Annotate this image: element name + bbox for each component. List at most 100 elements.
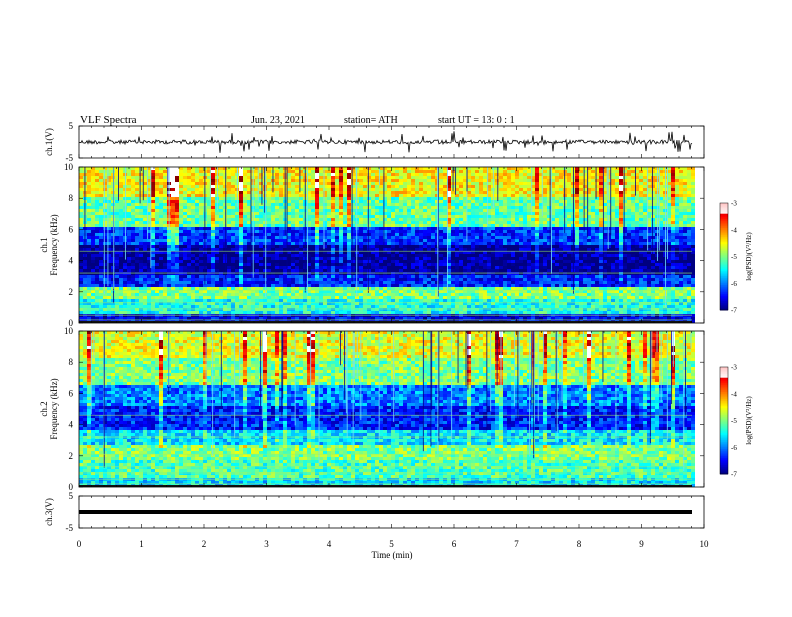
- ch1-spectrogram-cell: [247, 308, 251, 311]
- ch1-spectrogram-cell: [175, 236, 179, 239]
- ch1-spectrogram-cell: [323, 257, 327, 260]
- ch1-spectrogram-cell: [207, 293, 211, 296]
- ch1-spectrogram-cell: [371, 176, 375, 179]
- ch1-spectrogram-cell: [187, 221, 191, 224]
- ch1-spectrogram-cell: [171, 236, 175, 239]
- ch1-spectrogram-cell: [439, 281, 443, 284]
- ch1-spectrogram-cell: [419, 272, 423, 275]
- ch1-spectrogram-cell: [103, 176, 107, 179]
- ch1-spectrogram-cell: [295, 173, 299, 176]
- ch1-spectrogram-cell: [423, 182, 427, 185]
- ch1-spectrogram-cell: [111, 230, 115, 233]
- ch1-spectrogram-cell: [175, 257, 179, 260]
- ch1-spectrogram-cell: [311, 254, 315, 257]
- ch1-spectrogram-cell: [199, 197, 203, 200]
- ch1-spectrogram-cell: [259, 245, 263, 248]
- ch1-spectrogram-cell: [299, 224, 303, 227]
- ch1-spectrogram-cell: [239, 188, 243, 191]
- ch1-spectrogram-cell: [227, 245, 231, 248]
- ch1-spectrogram-cell: [267, 230, 271, 233]
- ch1-spectrogram-cell: [135, 266, 139, 269]
- ch1-spectrogram-cell: [339, 248, 343, 251]
- ch1-spectrogram-cell: [99, 221, 103, 224]
- ch1-spectrogram-cell: [431, 248, 435, 251]
- ch1-spectrogram-cell: [407, 215, 411, 218]
- ch1-spectrogram-cell: [427, 263, 431, 266]
- ch1-spectrogram-cell: [99, 260, 103, 263]
- ch1-spectrogram-cell: [427, 311, 431, 314]
- ch1-spectrogram-cell: [351, 305, 355, 308]
- ch1-spectrogram-cell: [291, 215, 295, 218]
- ch1-spectrogram-cell: [363, 215, 367, 218]
- ch1-spectrogram-cell: [111, 239, 115, 242]
- ch1-spectrogram-cell: [211, 284, 215, 287]
- ch1-spectrogram-cell: [247, 167, 251, 170]
- ch1-spectrogram-cell: [239, 239, 243, 242]
- ch1-spectrogram-cell: [343, 305, 347, 308]
- ch1-spectrogram-cell: [375, 269, 379, 272]
- ch1-spectrogram-cell: [339, 218, 343, 221]
- ch1-spectrogram-cell: [219, 173, 223, 176]
- ch1-spectrogram-cell: [423, 269, 427, 272]
- ch1-spectrogram-cell: [239, 305, 243, 308]
- ch1-spectrogram-cell: [431, 224, 435, 227]
- ch1-spectrogram-cell: [131, 191, 135, 194]
- ch1-spectrogram-cell: [311, 203, 315, 206]
- ch1-spectrogram-cell: [111, 203, 115, 206]
- ch1-spectrogram-cell: [367, 227, 371, 230]
- ch1-spectrogram-cell: [139, 203, 143, 206]
- ch1-spectrogram-cell: [91, 212, 95, 215]
- ch1-spectrogram-cell: [131, 260, 135, 263]
- ch1-spectrogram-cell: [195, 254, 199, 257]
- ch1-spectrogram-cell: [159, 194, 163, 197]
- ch1-spectrogram-cell: [183, 227, 187, 230]
- ch1-spectrogram-cell: [87, 230, 91, 233]
- ch1-spectrogram-cell: [331, 242, 335, 245]
- ch1-spectrogram-cell: [127, 263, 131, 266]
- ch1-spectrogram-cell: [451, 275, 455, 278]
- ch1-spectrogram-cell: [223, 185, 227, 188]
- ch1-spectrogram-cell: [247, 215, 251, 218]
- ch1-spectrogram-cell: [431, 218, 435, 221]
- ch1-spectrogram-cell: [227, 239, 231, 242]
- ch1-spectrogram-cell: [163, 248, 167, 251]
- ch1-spectrogram-cell: [207, 233, 211, 236]
- ch1-spectrogram-cell: [283, 284, 287, 287]
- ch1-spectrogram-cell: [391, 269, 395, 272]
- ch1-spectrogram-cell: [215, 236, 219, 239]
- ch1-spectrogram-cell: [407, 266, 411, 269]
- ch1-spectrogram-cell: [371, 200, 375, 203]
- ch1-spectrogram-cell: [371, 281, 375, 284]
- ch1-spectrogram-cell: [427, 233, 431, 236]
- ch1-spectrogram-cell: [291, 257, 295, 260]
- ch1-spectrogram-cell: [199, 266, 203, 269]
- ch1-spectrogram-cell: [371, 239, 375, 242]
- ch1-spectrogram-cell: [395, 269, 399, 272]
- ch1-spectrogram-cell: [179, 281, 183, 284]
- ch1-spectrogram-cell: [423, 272, 427, 275]
- ch1-spectrogram-cell: [411, 185, 415, 188]
- ch1-spectrogram-cell: [115, 239, 119, 242]
- ch1-spectrogram-cell: [179, 182, 183, 185]
- ch1-spectrogram-cell: [135, 245, 139, 248]
- ch1-spectrogram-cell: [223, 224, 227, 227]
- ch1-spectrogram-cell: [299, 212, 303, 215]
- ch1-spectrogram-cell: [199, 194, 203, 197]
- ch1-spectrogram-cell: [315, 203, 319, 206]
- ch1-spectrogram-cell: [403, 197, 407, 200]
- ch1-spectrogram-cell: [99, 281, 103, 284]
- ch1-spectrogram-cell: [163, 209, 167, 212]
- ch1-spectrogram-cell: [431, 188, 435, 191]
- ch1-spectrogram-cell: [275, 296, 279, 299]
- ch1-spectrogram-cell: [91, 182, 95, 185]
- ch1-spectrogram-cell: [127, 272, 131, 275]
- ch1-spectrogram-cell: [219, 167, 223, 170]
- ch1-spectrogram-cell: [415, 188, 419, 191]
- ch1-spectrogram-cell: [287, 284, 291, 287]
- ch1-spectrogram-cell: [403, 200, 407, 203]
- ch1-spectrogram-cell: [103, 284, 107, 287]
- ch1-spectrogram-cell: [443, 254, 447, 257]
- ch1-spectrogram-cell: [127, 242, 131, 245]
- ch1-spectrogram-cell: [219, 209, 223, 212]
- ch1-spectrogram-cell: [279, 212, 283, 215]
